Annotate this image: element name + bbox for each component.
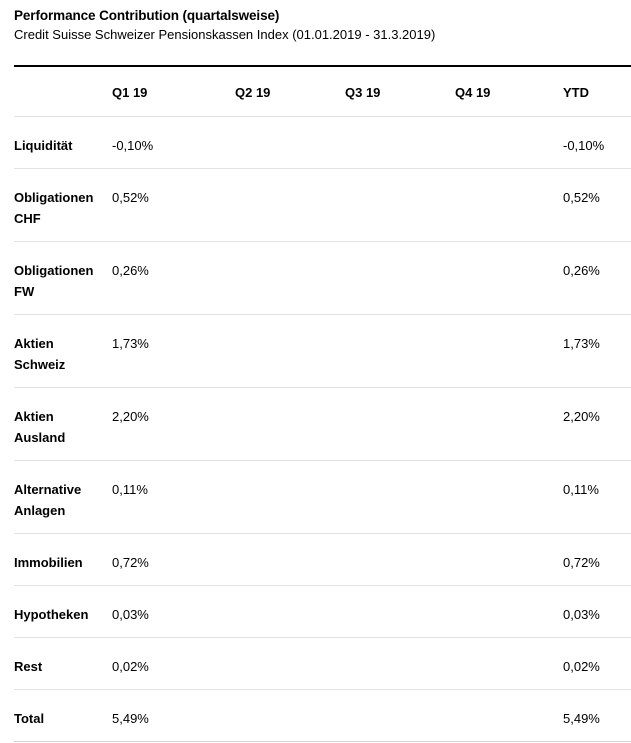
cell-q2 xyxy=(235,387,345,461)
table-row-aktien-schweiz: Aktien Schweiz 1,73% 1,73% xyxy=(14,314,631,388)
column-header-q1-19: Q1 19 xyxy=(112,66,235,117)
cell-q3 xyxy=(345,460,455,534)
cell-q2 xyxy=(235,314,345,388)
page-subtitle: Credit Suisse Schweizer Pensionskassen I… xyxy=(14,27,436,42)
column-header-empty xyxy=(14,66,112,117)
cell-q3 xyxy=(345,241,455,315)
cell-q3 xyxy=(345,637,455,690)
cell-q2 xyxy=(235,241,345,315)
cell-q2 xyxy=(235,637,345,690)
cell-q4 xyxy=(455,637,563,690)
cell-q4 xyxy=(455,689,563,742)
cell-ytd: 2,20% xyxy=(563,387,631,461)
cell-q1: 2,20% xyxy=(112,387,235,461)
cell-q4 xyxy=(455,387,563,461)
cell-ytd: 0,03% xyxy=(563,585,631,638)
cell-q1: 5,49% xyxy=(112,689,235,742)
row-label: Rest xyxy=(14,637,112,690)
column-header-q4-19: Q4 19 xyxy=(455,66,563,117)
table-header-row: Q1 19 Q2 19 Q3 19 Q4 19 YTD xyxy=(14,66,631,117)
cell-q1: -0,10% xyxy=(112,116,235,169)
table-row-obligationen-chf: Obligationen CHF 0,52% 0,52% xyxy=(14,168,631,242)
row-label: Alternative Anlagen xyxy=(14,460,112,534)
row-label: Aktien Schweiz xyxy=(14,314,112,388)
row-label: Immobilien xyxy=(14,533,112,586)
cell-q3 xyxy=(345,314,455,388)
cell-ytd: -0,10% xyxy=(563,116,631,169)
cell-q1: 0,72% xyxy=(112,533,235,586)
table-row-liquiditaet: Liquidität -0,10% -0,10% xyxy=(14,116,631,169)
cell-q1: 0,26% xyxy=(112,241,235,315)
cell-q2 xyxy=(235,168,345,242)
cell-ytd: 5,49% xyxy=(563,689,631,742)
table-row-aktien-ausland: Aktien Ausland 2,20% 2,20% xyxy=(14,387,631,461)
cell-q3 xyxy=(345,533,455,586)
cell-q3 xyxy=(345,689,455,742)
cell-q3 xyxy=(345,116,455,169)
cell-ytd: 0,26% xyxy=(563,241,631,315)
cell-q2 xyxy=(235,533,345,586)
cell-q1: 0,03% xyxy=(112,585,235,638)
row-label: Liquidität xyxy=(14,116,112,169)
cell-q1: 0,11% xyxy=(112,460,235,534)
cell-q4 xyxy=(455,314,563,388)
cell-q1: 0,02% xyxy=(112,637,235,690)
table-row-immobilien: Immobilien 0,72% 0,72% xyxy=(14,533,631,586)
row-label: Hypotheken xyxy=(14,585,112,638)
cell-ytd: 0,72% xyxy=(563,533,631,586)
row-label: Aktien Ausland xyxy=(14,387,112,461)
cell-q3 xyxy=(345,168,455,242)
cell-q1: 1,73% xyxy=(112,314,235,388)
cell-q4 xyxy=(455,241,563,315)
cell-q3 xyxy=(345,585,455,638)
cell-q2 xyxy=(235,460,345,534)
column-header-q2-19: Q2 19 xyxy=(235,66,345,117)
column-header-q3-19: Q3 19 xyxy=(345,66,455,117)
table-row-alternative-anlagen: Alternative Anlagen 0,11% 0,11% xyxy=(14,460,631,534)
cell-q3 xyxy=(345,387,455,461)
cell-ytd: 0,11% xyxy=(563,460,631,534)
cell-q2 xyxy=(235,116,345,169)
table-row-obligationen-fw: Obligationen FW 0,26% 0,26% xyxy=(14,241,631,315)
cell-q4 xyxy=(455,116,563,169)
page-title: Performance Contribution (quartalsweise) xyxy=(14,8,280,23)
cell-ytd: 1,73% xyxy=(563,314,631,388)
performance-contribution-table: Q1 19 Q2 19 Q3 19 Q4 19 YTD Liquidität -… xyxy=(14,65,631,742)
row-label: Total xyxy=(14,689,112,742)
cell-ytd: 0,52% xyxy=(563,168,631,242)
cell-q4 xyxy=(455,533,563,586)
row-label: Obligationen CHF xyxy=(14,168,112,242)
cell-q4 xyxy=(455,168,563,242)
cell-ytd: 0,02% xyxy=(563,637,631,690)
cell-q2 xyxy=(235,585,345,638)
cell-q2 xyxy=(235,689,345,742)
row-label: Obligationen FW xyxy=(14,241,112,315)
cell-q4 xyxy=(455,585,563,638)
table-row-total: Total 5,49% 5,49% xyxy=(14,689,631,742)
table-row-rest: Rest 0,02% 0,02% xyxy=(14,637,631,690)
cell-q1: 0,52% xyxy=(112,168,235,242)
cell-q4 xyxy=(455,460,563,534)
table-row-hypotheken: Hypotheken 0,03% 0,03% xyxy=(14,585,631,638)
column-header-ytd: YTD xyxy=(563,66,631,117)
